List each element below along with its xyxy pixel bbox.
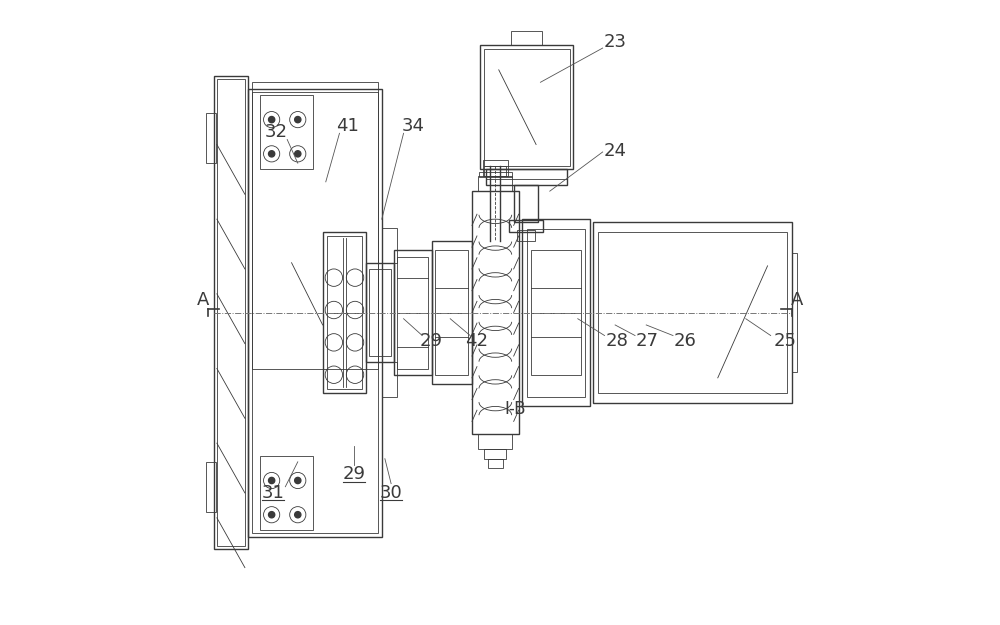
Bar <box>248 89 382 536</box>
Text: 24: 24 <box>604 142 627 160</box>
Text: 23: 23 <box>604 33 627 51</box>
Bar <box>382 229 397 262</box>
Circle shape <box>269 478 275 484</box>
Bar <box>484 449 506 459</box>
Text: 27: 27 <box>636 331 659 349</box>
Bar <box>593 222 792 402</box>
Circle shape <box>295 478 301 484</box>
Bar <box>252 92 378 532</box>
Bar <box>206 462 216 512</box>
Text: 42: 42 <box>465 331 488 349</box>
Circle shape <box>295 151 301 157</box>
Bar <box>472 191 519 434</box>
Bar <box>527 229 585 396</box>
Text: 28: 28 <box>606 331 628 349</box>
Bar <box>217 79 245 546</box>
Text: 26: 26 <box>674 331 697 349</box>
Bar <box>435 250 468 375</box>
Bar <box>394 250 432 375</box>
Bar <box>480 45 573 169</box>
Text: A: A <box>791 291 804 309</box>
Bar <box>522 219 590 406</box>
Text: 31: 31 <box>261 484 284 502</box>
Bar <box>484 49 570 166</box>
Text: 41: 41 <box>336 117 359 135</box>
Bar <box>531 250 581 375</box>
Circle shape <box>295 512 301 518</box>
Bar <box>509 221 543 232</box>
Bar <box>252 82 378 369</box>
Bar <box>598 232 787 393</box>
Text: 29: 29 <box>420 331 443 349</box>
Text: 30: 30 <box>380 484 402 502</box>
Bar <box>382 362 397 396</box>
Bar <box>479 173 512 178</box>
Bar <box>478 434 512 449</box>
Bar <box>260 456 313 530</box>
Text: 34: 34 <box>401 117 424 135</box>
Circle shape <box>269 116 275 122</box>
Text: 25: 25 <box>773 331 796 349</box>
Bar <box>792 253 797 372</box>
Bar <box>484 166 506 176</box>
Circle shape <box>295 116 301 122</box>
Bar <box>260 95 313 169</box>
Bar <box>397 256 428 369</box>
Circle shape <box>269 512 275 518</box>
Bar <box>488 459 503 468</box>
Bar <box>483 160 508 176</box>
Bar <box>323 232 366 393</box>
Text: 32: 32 <box>264 123 288 141</box>
Text: A: A <box>196 291 209 309</box>
Bar <box>432 241 472 384</box>
Bar <box>206 113 216 163</box>
Bar <box>366 262 394 362</box>
Bar <box>517 230 535 241</box>
Bar <box>214 76 248 549</box>
Text: 29: 29 <box>342 465 365 483</box>
Bar <box>369 269 391 356</box>
Circle shape <box>269 151 275 157</box>
Text: I-B: I-B <box>505 400 526 418</box>
Bar <box>478 176 512 191</box>
Bar <box>511 31 542 45</box>
Bar <box>514 185 538 222</box>
Bar <box>486 169 567 185</box>
Bar <box>327 236 362 389</box>
